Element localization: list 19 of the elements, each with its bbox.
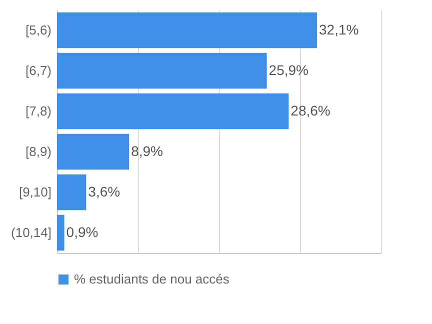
bar xyxy=(57,174,86,210)
y-tick-label: [7,8) xyxy=(25,103,52,118)
bar xyxy=(57,12,318,48)
data-label: 25,9% xyxy=(268,62,308,78)
bar xyxy=(57,214,64,251)
y-tick-label: [6,7) xyxy=(25,62,52,78)
legend-label: % estudiants de nou accés xyxy=(74,272,230,286)
bar xyxy=(57,134,130,170)
bar xyxy=(57,52,267,89)
y-tick-label: (10,14] xyxy=(11,224,52,240)
bar xyxy=(57,93,289,130)
data-label: 0,9% xyxy=(66,224,98,240)
data-label: 32,1% xyxy=(319,21,359,38)
y-tick-label: [5,6) xyxy=(25,22,52,38)
data-label: 3,6% xyxy=(88,183,120,200)
y-tick-label: [9,10] xyxy=(18,184,52,200)
data-label: 28,6% xyxy=(290,102,330,118)
data-label: 8,9% xyxy=(131,142,164,159)
y-tick-label: [8,9) xyxy=(25,144,52,159)
